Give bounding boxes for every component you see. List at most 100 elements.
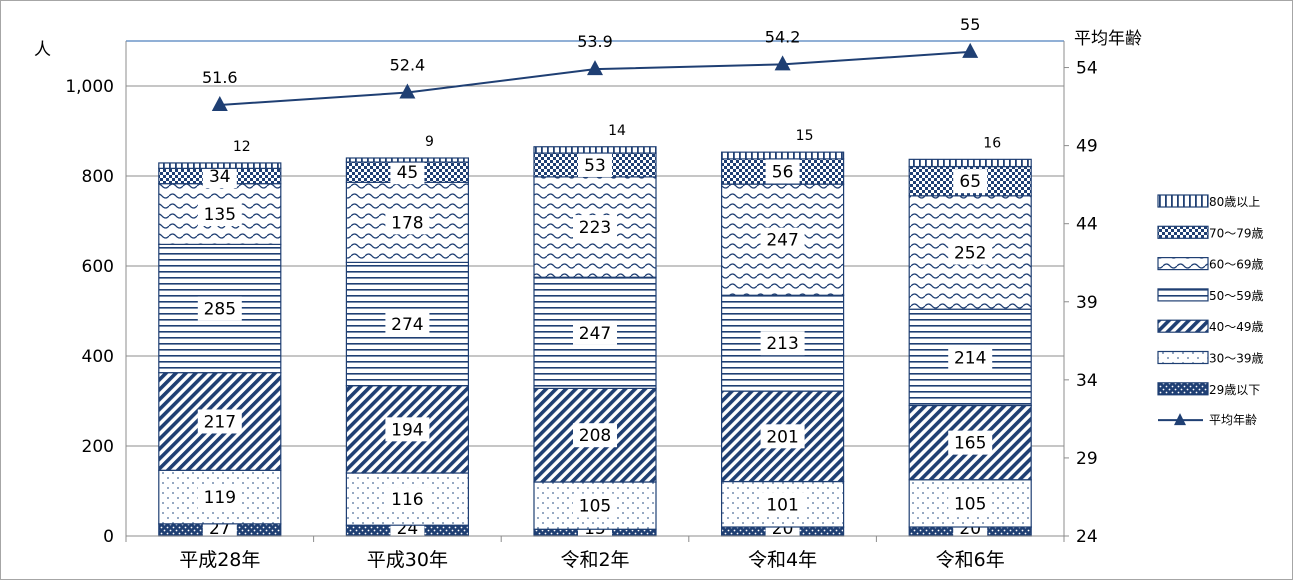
data-label: 116 — [391, 490, 423, 510]
data-label-bg — [948, 240, 993, 265]
data-label: 247 — [579, 324, 611, 344]
line-data-label: 55 — [960, 15, 980, 34]
legend: 80歳以上 70～79歳 60～69歳 50～59歳 40～49歳 30～39歳 29歳以下… — [1157, 194, 1264, 427]
data-label-bg — [948, 430, 993, 455]
data-label-bg — [953, 169, 988, 194]
data-label-bg — [760, 424, 805, 449]
line-marker — [211, 96, 228, 112]
line-data-label: 53.9 — [577, 32, 613, 51]
y2-tick-label: 34 — [1076, 371, 1098, 391]
legend-label: 70～79歳 — [1209, 226, 1264, 240]
data-label: 213 — [766, 334, 798, 354]
data-label-bg — [573, 423, 617, 448]
y2-axis-title: 平均年齢 — [1074, 29, 1142, 49]
line-marker — [587, 60, 603, 76]
legend-swatch — [1157, 225, 1209, 239]
axes: 0 200 400 600 800 1,000 24 29 34 39 44 49 54 人 平均年齢平成2… — [34, 29, 1142, 571]
legend-label: 平均年齢 — [1209, 412, 1257, 427]
y2-tick-label: 24 — [1076, 527, 1098, 547]
legend-label: 40～49歳 — [1209, 320, 1264, 334]
data-label: 285 — [204, 300, 236, 320]
x-tick-label: 令和4年 — [748, 549, 817, 571]
data-label: 201 — [766, 427, 798, 447]
data-label: 9 — [425, 134, 434, 150]
data-label-bg — [760, 331, 805, 356]
data-label: 12 — [233, 139, 251, 155]
data-label-bg — [578, 152, 612, 177]
line-data-label: 54.2 — [765, 27, 801, 46]
data-label: 252 — [954, 244, 986, 264]
data-label-bg — [765, 159, 800, 184]
data-label-bg — [948, 491, 993, 516]
data-label: 247 — [766, 231, 798, 251]
data-label-bg — [760, 227, 805, 252]
data-label: 274 — [391, 315, 423, 335]
data-label: 165 — [954, 434, 986, 454]
data-label-bg — [385, 312, 430, 337]
legend-label: 80歳以上 — [1209, 195, 1260, 209]
legend-swatch — [1157, 350, 1209, 365]
x-tick-label: 令和2年 — [560, 549, 629, 571]
line-marker — [962, 42, 979, 58]
bar-segment — [345, 157, 469, 163]
y2-tick-label: 44 — [1076, 215, 1098, 235]
y-tick-label: 0 — [103, 527, 114, 547]
data-label-bg — [197, 485, 242, 510]
legend-label: 60～69歳 — [1209, 258, 1264, 272]
data-label: 65 — [959, 172, 981, 192]
data-label: 223 — [579, 218, 611, 238]
data-label: 56 — [772, 163, 794, 183]
data-label: 208 — [579, 426, 611, 446]
data-label-bg — [760, 492, 805, 517]
y-tick-label: 200 — [82, 437, 114, 457]
data-label: 15 — [796, 128, 814, 144]
legend-swatch — [1157, 257, 1209, 271]
data-label-bg — [385, 210, 430, 235]
y-tick-label: 1,000 — [65, 77, 114, 97]
y2-tick-label: 49 — [1076, 137, 1098, 157]
bar-segment — [720, 151, 845, 160]
y2-tick-label: 39 — [1076, 293, 1098, 313]
data-label: 119 — [204, 488, 236, 508]
bar-segment — [158, 162, 282, 169]
data-label: 34 — [209, 167, 231, 187]
data-label-bg — [573, 215, 617, 240]
legend-swatch — [1157, 288, 1209, 302]
line-path — [219, 50, 971, 107]
x-tick-label: 平成30年 — [367, 549, 448, 571]
data-label: 214 — [954, 348, 986, 368]
data-label-bg — [197, 409, 242, 434]
legend-swatch — [1157, 194, 1209, 208]
data-label: 178 — [391, 213, 423, 233]
line-marker — [399, 83, 416, 99]
y-axis-title: 人 — [34, 40, 51, 60]
legend-label: 29歳以下 — [1209, 383, 1260, 397]
legend-swatch — [1157, 319, 1209, 333]
data-label-bg — [573, 320, 617, 345]
data-label: 217 — [204, 412, 236, 432]
data-label: 14 — [608, 123, 626, 139]
legend-marker — [1174, 413, 1186, 426]
data-label-bg — [948, 345, 993, 370]
data-label: 194 — [391, 420, 423, 440]
data-label: 16 — [983, 135, 1001, 151]
line-data-label: 52.4 — [390, 56, 426, 75]
bars: 2711921728513534122411619427417845915105… — [158, 123, 1032, 539]
line-marker — [774, 55, 791, 71]
y2-tick-label: 54 — [1076, 59, 1098, 79]
data-label: 135 — [204, 205, 236, 225]
bar-segment — [908, 158, 1032, 168]
data-label-bg — [197, 202, 242, 227]
data-label: 101 — [766, 495, 798, 515]
y-tick-label: 600 — [82, 257, 114, 277]
average-age-line: 51.6 52.4 53.9 54.2 55 — [202, 15, 980, 112]
bar-segment — [533, 146, 657, 154]
legend-label: 50～59歳 — [1209, 289, 1264, 303]
data-label: 105 — [579, 497, 611, 517]
y2-tick-label: 29 — [1076, 449, 1098, 469]
y-tick-label: 800 — [82, 167, 114, 187]
data-label: 105 — [954, 494, 986, 514]
legend-swatch — [1157, 382, 1209, 396]
